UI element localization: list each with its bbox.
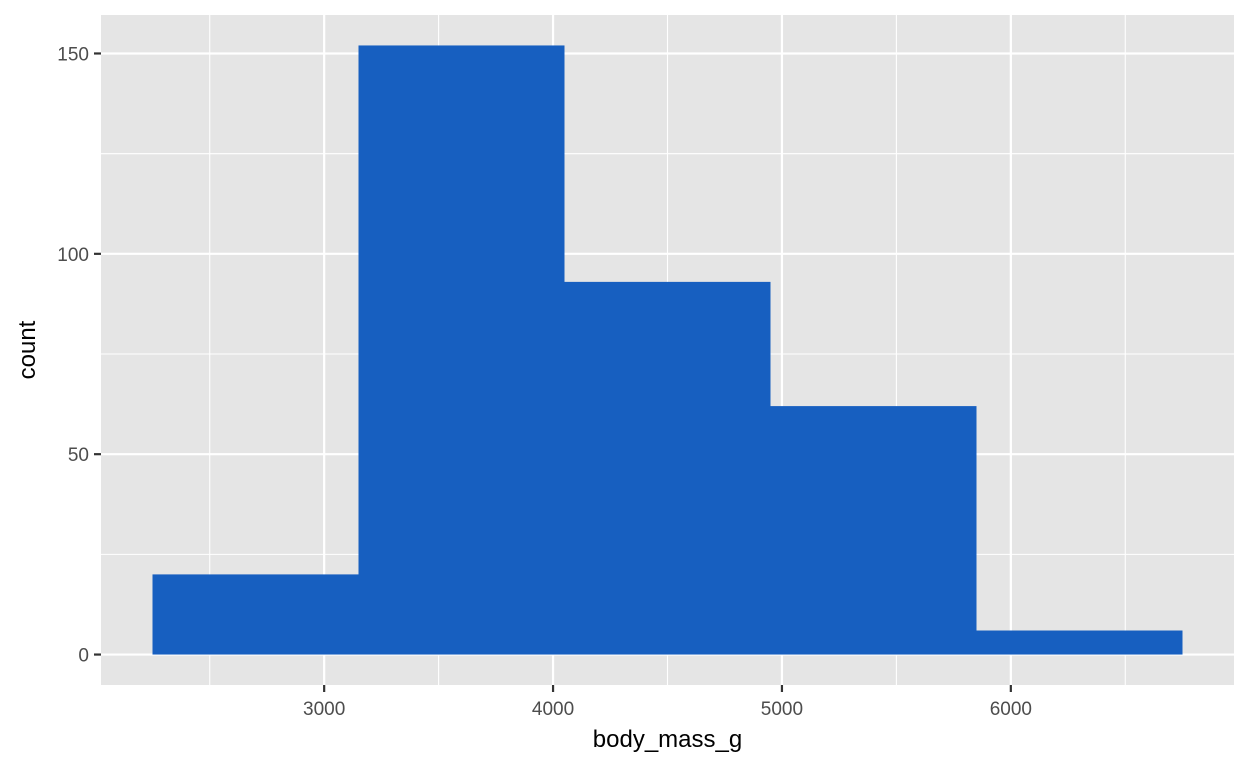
x-tick-label: 5000 <box>761 699 803 720</box>
histogram-bar <box>564 281 771 655</box>
x-axis: 3000 4000 5000 6000 <box>303 685 1032 720</box>
histogram-bar <box>770 406 977 655</box>
x-tick-label: 3000 <box>303 699 345 720</box>
x-tick-label: 4000 <box>532 699 574 720</box>
x-axis-title: body_mass_g <box>593 726 742 753</box>
y-tick-label: 150 <box>57 44 89 65</box>
histogram-bar <box>152 574 359 655</box>
y-tick-label: 0 <box>78 646 89 667</box>
y-axis: 0 50 100 150 <box>57 44 101 667</box>
x-tick-label: 6000 <box>990 699 1032 720</box>
histogram-bar <box>976 630 1183 655</box>
y-axis-title: count <box>14 320 41 379</box>
y-tick-label: 100 <box>57 245 89 266</box>
bars <box>152 45 1183 655</box>
y-tick-label: 50 <box>68 445 89 466</box>
histogram-bar <box>358 45 565 655</box>
